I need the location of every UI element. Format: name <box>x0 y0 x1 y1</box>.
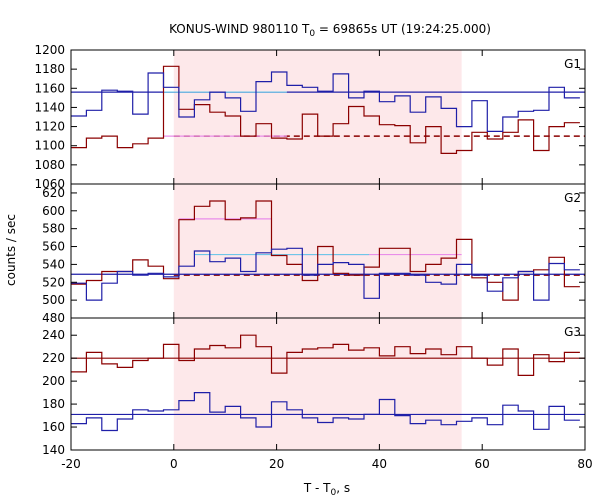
y-tick-label: 500 <box>42 293 65 307</box>
y-tick-label: 1100 <box>34 139 65 153</box>
series-red-g1 <box>71 65 580 154</box>
y-tick-label: 1200 <box>34 43 65 57</box>
y-tick-label: 200 <box>42 374 65 388</box>
y-tick-label: 620 <box>42 186 65 200</box>
panel-g1: 1060 1080 1100 1120 1140 1160 1180 1200 G1 <box>34 43 586 191</box>
y-tick-label: 540 <box>42 257 65 271</box>
panel-label: G3 <box>564 325 581 339</box>
x-tick-label: 80 <box>577 457 592 471</box>
y-tick-label: 1080 <box>34 158 65 172</box>
shaded-interval <box>173 318 462 450</box>
y-tick-label: 580 <box>42 222 65 236</box>
x-axis-label: T - T0, s <box>303 481 350 498</box>
x-tick-label: -20 <box>61 457 81 471</box>
series-red-g2 <box>71 200 580 301</box>
y-tick-label: 160 <box>42 420 65 434</box>
x-tick-label: 60 <box>475 457 490 471</box>
series-red-g3 <box>71 334 580 376</box>
x-tick-label: 20 <box>269 457 284 471</box>
x-tick-label: 0 <box>170 457 178 471</box>
y-tick-label: 1140 <box>34 100 65 114</box>
y-tick-label: 600 <box>42 204 65 218</box>
y-tick-label: 240 <box>42 328 65 342</box>
panel-label: G2 <box>564 191 581 205</box>
panel-g2: 480 500 520 540 560 580 600 620 G2 <box>42 183 586 325</box>
panel-frame <box>70 317 586 451</box>
y-tick-label: 1120 <box>34 120 65 134</box>
series-blue-g2 <box>71 247 580 301</box>
panel-label: G1 <box>564 57 581 71</box>
x-tick-label: 40 <box>372 457 387 471</box>
series-blue-g1 <box>71 71 580 132</box>
y-tick-label: 140 <box>42 443 65 457</box>
y-tick-label: 1060 <box>34 177 65 191</box>
y-tick-label: 180 <box>42 397 65 411</box>
y-tick-label: 560 <box>42 240 65 254</box>
y-axis-label: counts / sec <box>4 214 18 286</box>
y-tick-label: 1180 <box>34 62 65 76</box>
y-tick-label: 220 <box>42 351 65 365</box>
y-tick-label: 1160 <box>34 81 65 95</box>
series-blue-g3 <box>71 392 580 432</box>
y-tick-label: 480 <box>42 311 65 325</box>
chart-title: KONUS-WIND 980110 T0 = 69865s UT (19:24:… <box>169 22 491 39</box>
y-tick-label: 520 <box>42 275 65 289</box>
panel-g3: 140 160 180 200 220 240 -20 0 20 40 60 80 G3 <box>42 317 593 471</box>
